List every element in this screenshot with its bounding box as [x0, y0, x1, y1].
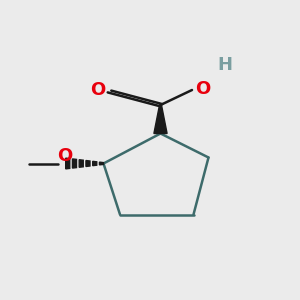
Polygon shape: [99, 162, 104, 165]
Text: O: O: [57, 147, 72, 165]
Polygon shape: [93, 161, 97, 166]
Polygon shape: [73, 159, 76, 168]
Text: O: O: [195, 80, 210, 98]
Text: O: O: [90, 81, 105, 99]
Text: H: H: [218, 56, 232, 74]
Polygon shape: [66, 158, 70, 169]
Polygon shape: [79, 160, 83, 167]
Polygon shape: [154, 105, 167, 134]
Polygon shape: [86, 160, 90, 166]
